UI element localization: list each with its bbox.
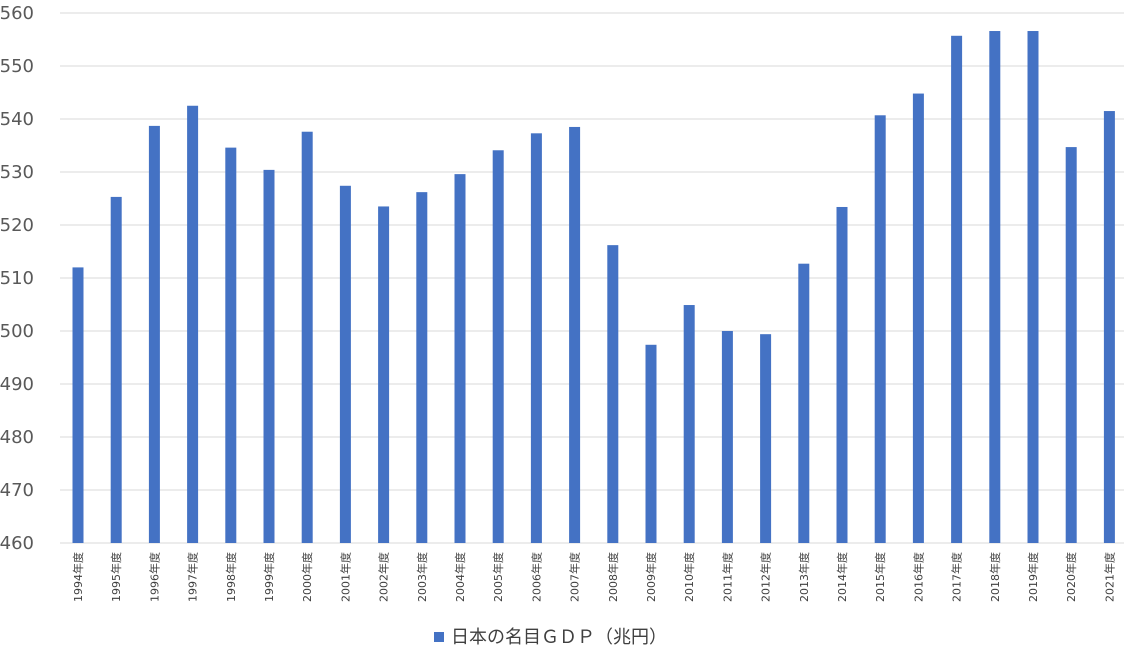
x-tick-label: 2008年度 [606,552,620,602]
y-tick-label: 520 [0,215,34,236]
bar-2010年度 [683,305,695,543]
x-tick-label: 2015年度 [873,552,887,602]
bar-2017年度 [951,35,963,543]
y-tick-label: 550 [0,56,34,77]
x-tick-label: 2001年度 [338,552,352,602]
bar-2000年度 [301,131,313,543]
x-tick-label: 1996年度 [147,552,161,602]
y-axis: 460 470 480 490 500 510 520 530 540 550 560 [0,3,34,554]
bar-2016年度 [912,93,924,543]
grid-layer [60,12,1124,544]
bar-1998年度 [225,147,237,543]
y-tick-label: 510 [0,268,34,289]
x-tick-label: 2018年度 [988,552,1002,602]
x-tick-label: 2009年度 [644,552,658,602]
x-tick-label: 2005年度 [491,552,505,602]
y-tick-label: 560 [0,3,34,24]
x-tick-label: 1995年度 [109,552,123,602]
x-tick-label: 2002年度 [377,552,391,602]
bar-2007年度 [569,126,581,543]
bar-2019年度 [1027,31,1039,544]
x-tick-label: 2004年度 [453,552,467,602]
x-axis: 1994年度 1995年度 1996年度 1997年度 1998年度 1999年度 2000… [71,552,1116,602]
bar-2003年度 [416,192,428,543]
x-tick-label: 2003年度 [415,552,429,602]
y-tick-label: 540 [0,109,34,130]
x-tick-label: 2017年度 [950,552,964,602]
bar-2021年度 [1103,111,1115,544]
x-tick-label: 2016年度 [911,552,925,602]
bar-2002年度 [378,206,390,543]
bar-2018年度 [989,31,1001,544]
x-tick-label: 2010年度 [682,552,696,602]
y-tick-label: 460 [0,533,34,554]
bar-1999年度 [263,169,275,543]
bar-2009年度 [645,344,657,543]
bar-2012年度 [760,334,772,543]
x-tick-label: 1997年度 [186,552,200,602]
bar-2011年度 [721,331,733,543]
bar-2020年度 [1065,147,1077,543]
bar-1995年度 [110,196,122,543]
legend: 日本の名目ＧＤＰ（兆円） [434,627,667,648]
bar-1994年度 [72,267,84,543]
y-tick-label: 470 [0,480,34,501]
bar-2001年度 [339,185,351,543]
x-tick-label: 2013年度 [797,552,811,602]
x-tick-label: 2006年度 [529,552,543,602]
x-tick-label: 2019年度 [1026,552,1040,602]
y-tick-label: 480 [0,427,34,448]
bar-1996年度 [148,125,160,543]
x-tick-label: 1998年度 [224,552,238,602]
x-tick-label: 2014年度 [835,552,849,602]
x-tick-label: 2007年度 [568,552,582,602]
bar-1997年度 [187,105,199,543]
y-tick-label: 490 [0,374,34,395]
bar-2006年度 [530,133,542,543]
legend-label: 日本の名目ＧＤＰ（兆円） [451,627,667,648]
bar-2013年度 [798,263,810,543]
x-tick-label: 2000年度 [300,552,314,602]
bar-2008年度 [607,245,619,543]
x-tick-label: 2011年度 [720,552,734,602]
x-tick-label: 1994年度 [71,552,85,602]
bar-2015年度 [874,115,886,543]
bar-2005年度 [492,150,504,543]
x-tick-label: 2021年度 [1102,552,1116,602]
x-tick-label: 1999年度 [262,552,276,602]
y-tick-label: 500 [0,321,34,342]
y-tick-label: 530 [0,162,34,183]
bar-2004年度 [454,174,466,543]
bar-2014年度 [836,206,848,544]
x-tick-label: 2012年度 [759,552,773,602]
legend-swatch [434,632,444,642]
x-tick-label: 2020年度 [1064,552,1078,602]
bar-series [72,31,1115,544]
